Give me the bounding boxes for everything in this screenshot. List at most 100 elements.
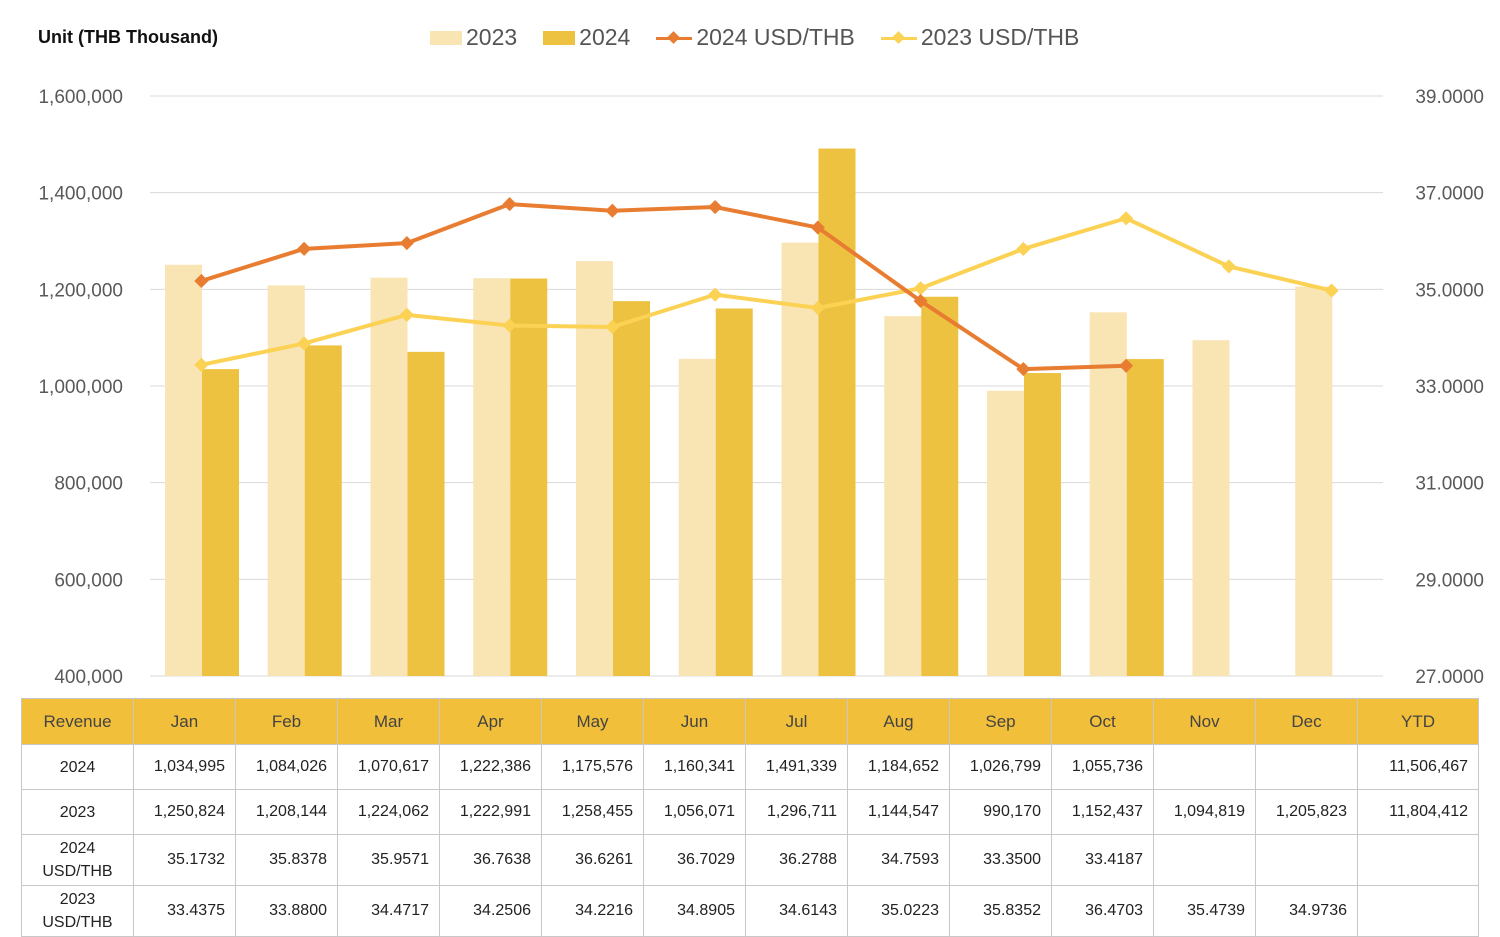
legend-label-2023-usdthb: 2023 USD/THB bbox=[920, 24, 1080, 50]
y-right-tick-label: 39.0000 bbox=[1415, 87, 1484, 108]
table-cell: 36.7029 bbox=[643, 834, 746, 886]
bar-2024-Mar bbox=[407, 351, 445, 676]
marker-2024-usd-thb-Aug bbox=[913, 293, 928, 309]
marker-2024-usd-thb-Apr bbox=[502, 197, 517, 212]
marker-2024-usd-thb-Feb bbox=[297, 241, 312, 256]
table-cell: 1,184,652 bbox=[847, 744, 950, 790]
bar-2023-Aug bbox=[884, 316, 922, 676]
table-header-cell: May bbox=[541, 698, 644, 745]
bar-2023-Jul bbox=[781, 242, 819, 677]
y-left-tick-label: 1,600,000 bbox=[38, 87, 123, 108]
marker-2023-usd-thb-Feb bbox=[297, 336, 312, 351]
table-cell: 33.4375 bbox=[133, 885, 236, 937]
bar-2023-Jun bbox=[678, 358, 716, 676]
bar-2023-May bbox=[576, 261, 613, 676]
table-row: 2024 1,034,995 1,084,026 1,070,617 1,222,386… bbox=[21, 744, 1479, 790]
table-cell: 1,034,995 bbox=[133, 744, 236, 790]
bar-2024-Jul bbox=[818, 148, 856, 677]
marker-2024-usd-thb-Mar bbox=[399, 236, 414, 251]
bar-2024-Sep bbox=[1024, 373, 1061, 676]
marker-2024-usd-thb-Sep bbox=[1016, 362, 1031, 377]
unit-label: Unit (THB Thousand) bbox=[38, 27, 218, 47]
bar-2023-Mar bbox=[370, 277, 408, 676]
table-cell: 33.3500 bbox=[949, 834, 1052, 886]
line-layer bbox=[194, 197, 1339, 377]
marker-2023-usd-thb-May bbox=[605, 319, 620, 335]
marker-2023-usd-thb-Mar bbox=[399, 307, 414, 322]
legend-line-2024-usdthb bbox=[656, 30, 693, 45]
table-body: 2024 1,034,995 1,084,026 1,070,617 1,222,386… bbox=[21, 744, 1479, 937]
table-cell: 1,144,547 bbox=[847, 789, 950, 835]
table-cell: 1,222,991 bbox=[439, 789, 542, 835]
table-cell: 35.0223 bbox=[847, 885, 950, 937]
bar-2024-Apr bbox=[510, 278, 548, 676]
legend-item-2024: 2024 bbox=[543, 24, 630, 51]
table-header-row: Revenue Jan Feb Mar Apr May Jun Jul Aug Sep Oct Nov… bbox=[21, 698, 1479, 745]
marker-2023-usd-thb-Apr bbox=[502, 318, 517, 333]
bar-2024-Feb bbox=[304, 345, 342, 676]
table-cell: 34.2216 bbox=[541, 885, 644, 937]
row-label: 2024 USD/THB bbox=[21, 834, 134, 886]
table-cell: 33.4187 bbox=[1051, 834, 1154, 886]
table-header-cell: Revenue bbox=[21, 698, 134, 745]
table-cell: 1,056,071 bbox=[643, 789, 746, 835]
table-row: 2023 USD/THB 33.4375 33.8800 34.4717 34.2506 3… bbox=[21, 885, 1479, 937]
marker-2023-usd-thb-Nov bbox=[1221, 259, 1236, 274]
legend-item-2023: 2023 bbox=[430, 24, 517, 51]
y-right-tick-label: 29.0000 bbox=[1415, 570, 1484, 591]
y-left-tick-label: 1,200,000 bbox=[38, 280, 123, 301]
table-cell: 35.8378 bbox=[235, 834, 338, 886]
marker-2024-usd-thb-May bbox=[605, 203, 620, 218]
table-cell: 35.1732 bbox=[133, 834, 236, 886]
legend-label-2024-usdthb: 2024 USD/THB bbox=[696, 24, 855, 50]
bar-2023-Nov bbox=[1192, 340, 1230, 676]
legend-item-2023-usdthb: 2023 USD/THB bbox=[880, 24, 1080, 51]
table-cell bbox=[1153, 744, 1256, 790]
table-cell bbox=[1357, 834, 1479, 886]
bar-2023-Sep bbox=[987, 390, 1024, 676]
table-cell bbox=[1153, 834, 1256, 886]
bar-layer bbox=[165, 148, 1333, 677]
table-cell: 34.2506 bbox=[439, 885, 542, 937]
table-header-cell: Jun bbox=[643, 698, 746, 745]
table-cell: 33.8800 bbox=[235, 885, 338, 937]
table-cell: 990,170 bbox=[949, 789, 1052, 835]
table-cell: 1,160,341 bbox=[643, 744, 746, 790]
table-header-cell: Oct bbox=[1051, 698, 1154, 745]
y-left-tick-label: 600,000 bbox=[54, 570, 123, 591]
table-cell: 36.2788 bbox=[745, 834, 848, 886]
table-header-cell: Feb bbox=[235, 698, 338, 745]
table-header-cell: Sep bbox=[949, 698, 1052, 745]
bar-2023-Dec bbox=[1295, 286, 1333, 676]
row-label: 2023 bbox=[21, 789, 134, 835]
table-cell: 1,208,144 bbox=[235, 789, 338, 835]
y-left-tick-label: 1,400,000 bbox=[38, 184, 123, 205]
bar-2024-Aug bbox=[921, 296, 959, 676]
table-header-cell: Jul bbox=[745, 698, 848, 745]
table-cell: 35.8352 bbox=[949, 885, 1052, 937]
bar-2024-May bbox=[613, 301, 650, 676]
bar-2024-Jun bbox=[715, 308, 753, 676]
table-cell: 1,224,062 bbox=[337, 789, 440, 835]
y-right-tick-label: 31.0000 bbox=[1415, 474, 1484, 495]
legend-swatch-2024 bbox=[543, 30, 576, 45]
table-cell: 35.4739 bbox=[1153, 885, 1256, 937]
table-row: 2023 1,250,824 1,208,144 1,224,062 1,222,991… bbox=[21, 789, 1479, 835]
marker-2023-usd-thb-Jul bbox=[810, 300, 825, 316]
revenue-table: Revenue Jan Feb Mar Apr May Jun Jul Aug Sep Oct Nov… bbox=[21, 698, 1479, 937]
table-cell: 1,152,437 bbox=[1051, 789, 1154, 835]
table-cell: 1,205,823 bbox=[1255, 789, 1358, 835]
bar-2023-Oct bbox=[1089, 312, 1127, 676]
marker-2023-usd-thb-Aug bbox=[913, 281, 928, 296]
table-cell: 11,506,467 bbox=[1357, 744, 1479, 790]
table-cell bbox=[1255, 834, 1358, 886]
y-right-tick-label: 27.0000 bbox=[1415, 667, 1484, 688]
marker-2024-usd-thb-Oct bbox=[1119, 358, 1134, 373]
table-header-cell: Nov bbox=[1153, 698, 1256, 745]
legend-swatch-2023 bbox=[430, 30, 462, 45]
table-cell: 1,250,824 bbox=[133, 789, 236, 835]
axis-layer: 400,000 27.0000 600,000 29.0000 800,000 31.00… bbox=[38, 87, 1484, 688]
line-2024-usd-thb bbox=[200, 202, 1127, 372]
y-left-tick-label: 400,000 bbox=[54, 667, 123, 688]
table-cell: 1,258,455 bbox=[541, 789, 644, 835]
